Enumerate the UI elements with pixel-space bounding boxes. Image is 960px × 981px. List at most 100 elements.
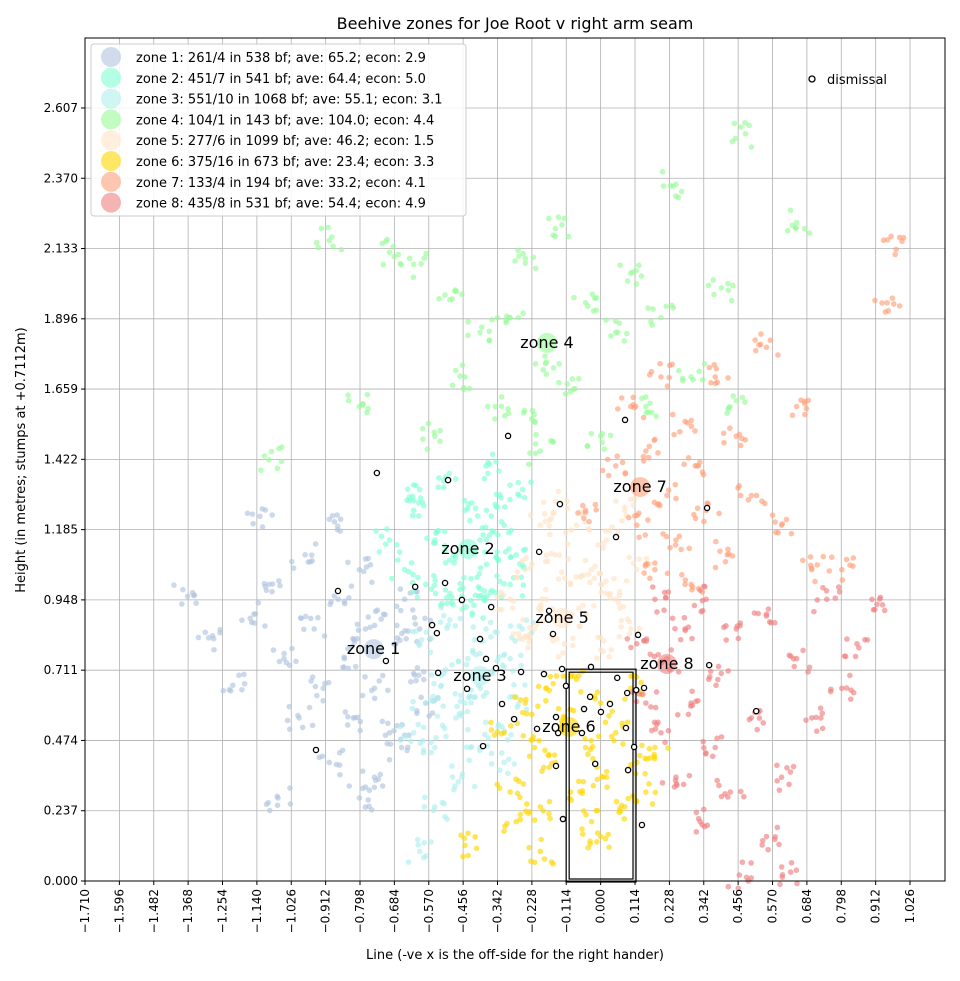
- zone-3-point: [487, 619, 494, 626]
- zone-7-point: [647, 575, 653, 582]
- zone-8-point: [651, 719, 658, 726]
- zone-8-point: [823, 596, 830, 603]
- zone-5-point: [575, 605, 582, 612]
- dismissal-point: [540, 670, 548, 678]
- zone-6-point: [458, 832, 464, 838]
- zone-8-point: [774, 762, 780, 769]
- zone-4-point: [725, 280, 731, 287]
- zone-8-point: [652, 596, 658, 603]
- dismissal-point: [533, 725, 541, 733]
- zone-6-point: [602, 835, 609, 842]
- zone-7-point: [706, 364, 713, 371]
- zone-6-point: [593, 807, 600, 814]
- zone-1-point: [180, 586, 186, 593]
- zone-4-point: [639, 395, 645, 402]
- zone-6-point: [508, 723, 514, 729]
- zone-7-point: [631, 513, 638, 519]
- y-tick-label: 1.185: [44, 523, 78, 537]
- zone-7-point: [581, 515, 587, 522]
- zone-8-point: [759, 837, 766, 844]
- zone-7-point: [694, 505, 701, 512]
- zone-1-point: [429, 710, 436, 716]
- zone-7-point: [630, 394, 637, 401]
- zone-1-point: [331, 593, 338, 599]
- zone-5-point: [527, 565, 534, 571]
- zone-4-point: [562, 391, 569, 397]
- y-tick-label: 0.711: [44, 663, 78, 677]
- zone-1-point: [378, 616, 384, 622]
- zone-7-point: [793, 403, 800, 410]
- zone-2-point: [409, 512, 416, 519]
- zone-6-point: [642, 770, 648, 777]
- zone-4-point: [748, 144, 755, 150]
- zone-4-point: [540, 366, 546, 373]
- zone-7-point: [678, 546, 684, 553]
- zone-6-point: [540, 764, 547, 771]
- zone-3-point: [417, 740, 424, 747]
- zone-4-point: [501, 413, 508, 419]
- zone-3-point: [447, 617, 453, 623]
- zone-8-point: [643, 700, 649, 706]
- zone-8-point: [707, 668, 714, 675]
- zone-1-point: [418, 694, 424, 701]
- zone-7-point: [686, 545, 693, 552]
- zone-5-point: [620, 603, 627, 610]
- zone-8-point: [788, 653, 794, 659]
- zone-8-point: [787, 869, 794, 875]
- zone-2-point: [449, 594, 455, 600]
- zone-3-point: [444, 625, 450, 631]
- zone-4-point: [268, 448, 275, 455]
- zone-2-point: [476, 585, 483, 592]
- zone-5-point: [543, 552, 550, 559]
- dismissal-point: [373, 469, 381, 477]
- zone-2-point: [452, 476, 459, 482]
- zone-6-point: [579, 826, 585, 832]
- zone-3-point: [471, 636, 478, 643]
- zone-6-point: [582, 736, 588, 742]
- zone-8-point: [655, 651, 662, 658]
- zone-2-point: [410, 507, 417, 514]
- zone-1-point: [241, 680, 248, 687]
- zone-4-point: [315, 244, 322, 251]
- zone-4-point: [667, 182, 674, 189]
- zone-1-point: [382, 611, 388, 618]
- zone-8-point: [624, 636, 631, 642]
- zone-4-point: [462, 374, 468, 380]
- zone-2-point: [410, 571, 416, 578]
- zone-3-point: [441, 612, 447, 619]
- dismissal-point: [441, 579, 449, 587]
- zone-2-point: [481, 597, 488, 604]
- zone-4-point: [636, 262, 642, 269]
- zone-1-point: [262, 507, 269, 513]
- zone-4-point: [724, 410, 730, 417]
- zone-4-point: [542, 360, 549, 367]
- dismissal-point: [597, 708, 605, 716]
- zone-7-point: [752, 337, 758, 343]
- zone-1-point: [337, 516, 344, 523]
- zone-6-point: [520, 781, 527, 787]
- zone-6-point: [649, 801, 656, 807]
- zone-8-point: [715, 663, 722, 670]
- zone-1-point: [287, 801, 294, 807]
- zone-4-point: [733, 397, 740, 404]
- zone-8-point: [734, 623, 741, 630]
- zone-5-point: [515, 630, 522, 637]
- stumps-outline: [568, 671, 634, 880]
- dismissal-point: [556, 500, 564, 508]
- zone-3-point: [410, 729, 417, 736]
- zone-7-point: [636, 510, 642, 517]
- zone-7-point: [799, 557, 806, 564]
- zone-1-point: [274, 802, 281, 809]
- zone-1-point: [411, 614, 418, 621]
- zone-1-point: [211, 646, 217, 653]
- zone-4-point: [520, 250, 526, 257]
- zone-2-point: [417, 495, 424, 501]
- zone-2-point: [396, 549, 403, 555]
- zone-5-point: [616, 588, 623, 595]
- zone-8-point: [741, 793, 747, 800]
- zone-7-point: [689, 584, 696, 590]
- zone-5-point: [510, 598, 517, 605]
- zone-1-point: [360, 568, 367, 575]
- zone-6-point: [587, 746, 594, 753]
- zone-3-point: [421, 839, 427, 846]
